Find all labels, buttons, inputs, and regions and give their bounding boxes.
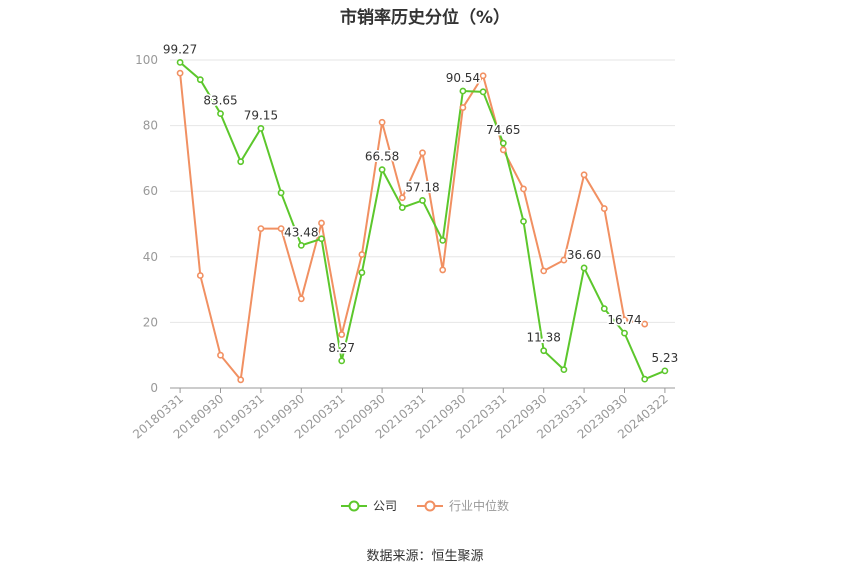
data-point-industry-median [560, 256, 568, 264]
legend-item-company[interactable]: 公司 [340, 497, 397, 514]
y-tick-label: 40 [143, 250, 158, 264]
data-point-company [398, 204, 406, 211]
data-point-industry-median [479, 72, 487, 80]
data-point-company [479, 88, 487, 96]
data-point-company [338, 357, 346, 365]
legend: 公司 行业中位数 [0, 497, 850, 514]
data-point-industry-median [358, 251, 366, 258]
data-point-industry-median [580, 171, 588, 179]
data-point-industry-median [419, 149, 426, 157]
data-point-company [196, 76, 204, 84]
data-label: 5.23 [652, 351, 679, 365]
data-point-company [459, 87, 467, 95]
source-note: 数据来源：恒生聚源 [366, 549, 484, 564]
data-point-industry-median [459, 104, 467, 111]
data-point-company [358, 269, 366, 276]
data-labels: 99.27 83.65 79.15 43.48 8.27 66.58 57.18 90.54 7… [161, 41, 679, 366]
data-point-company [176, 58, 184, 66]
data-point-company [419, 197, 426, 204]
data-point-industry-median [378, 118, 386, 126]
data-point-company [439, 236, 447, 244]
data-point-company [378, 166, 386, 174]
data-point-company [318, 235, 325, 243]
data-point-company [297, 241, 305, 249]
data-point-company [520, 217, 527, 225]
data-label: 43.48 [284, 225, 318, 239]
data-point-company [257, 124, 265, 132]
data-point-industry-median [196, 272, 204, 279]
data-point-industry-median [499, 146, 507, 154]
data-point-industry-median [621, 316, 628, 324]
data-point-industry-median [540, 267, 548, 275]
data-label: 83.65 [203, 94, 237, 108]
data-label: 66.58 [365, 150, 399, 164]
legend-item-industry-median[interactable]: 行业中位数 [417, 497, 509, 514]
legend-marker-company [340, 500, 367, 511]
data-point-industry-median [398, 194, 406, 202]
data-point-industry-median [237, 376, 245, 384]
data-label: 90.54 [446, 71, 480, 85]
data-label: 16.74 [607, 313, 641, 327]
data-point-company [237, 158, 245, 166]
legend-label-company: 公司 [372, 499, 397, 513]
data-point-industry-median [439, 266, 447, 274]
data-point-industry-median [217, 351, 224, 359]
data-point-company [641, 375, 649, 383]
data-point-company [580, 264, 588, 272]
y-tick-label: 0 [150, 381, 158, 395]
data-point-company [661, 367, 669, 375]
grid-lines [170, 59, 675, 323]
data-point-company [600, 305, 608, 313]
data-point-company [560, 366, 568, 374]
data-label: 57.18 [405, 180, 439, 194]
data-point-industry-median [641, 320, 649, 328]
data-point-company [621, 329, 628, 337]
data-point-company [540, 347, 548, 355]
data-point-company [217, 110, 224, 118]
series-points [176, 58, 669, 384]
data-point-company [499, 139, 507, 147]
data-point-industry-median [277, 225, 285, 232]
y-tick-label: 20 [143, 315, 158, 329]
data-label: 79.15 [244, 108, 278, 122]
y-tick-label: 80 [143, 119, 158, 133]
y-tick-label: 100 [135, 53, 158, 67]
y-tick-label: 60 [143, 184, 158, 198]
legend-label-industry-median: 行业中位数 [449, 499, 510, 513]
data-point-company [277, 189, 285, 197]
data-label: 8.27 [328, 341, 355, 355]
chart-title: 市销率历史分位（%） [339, 8, 511, 28]
series-line-industry-median [179, 73, 645, 383]
data-point-industry-median [520, 185, 527, 193]
data-point-industry-median [600, 205, 608, 212]
data-label: 36.60 [567, 248, 601, 262]
data-point-industry-median [297, 295, 305, 303]
data-point-industry-median [257, 225, 265, 232]
data-point-industry-median [318, 219, 325, 227]
data-point-industry-median [338, 331, 346, 338]
data-label: 11.38 [527, 331, 561, 345]
data-point-industry-median [176, 69, 184, 77]
data-label: 74.65 [486, 123, 520, 137]
data-label: 99.27 [163, 42, 197, 56]
legend-marker-industry-median [417, 500, 443, 511]
